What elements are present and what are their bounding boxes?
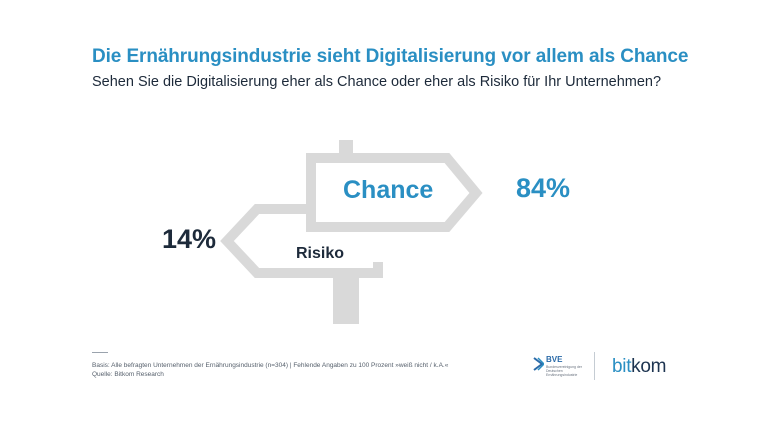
footnote-basis: Basis: Alle befragten Unternehmen der Er… [92,362,449,369]
chance-percentage: 84% [516,173,571,203]
signpost-cap [339,140,353,156]
bitkom-logo: bitkom [612,356,666,378]
bve-logo-icon [533,357,544,371]
logo-separator [594,352,595,380]
chance-arrow-sign [306,153,483,232]
footnote-divider [92,352,108,353]
chart-subtitle: Sehen Sie die Digitalisierung eher als C… [92,74,662,90]
bitkom-logo-part2: kom [631,356,667,377]
bve-name: BVE [546,355,563,364]
risk-percentage: 14% [162,224,217,254]
chart-card [85,38,678,378]
risk-label: Risiko [296,245,345,262]
chart-title: Die Ernährungsindustrie sieht Digitalisi… [92,46,689,67]
bve-subtitle: Bundesvereinigung der Deutschen Ernährun… [546,365,582,377]
bitkom-logo-part1: bit [612,356,632,377]
chance-label: Chance [343,176,434,204]
footnote-source: Quelle: Bitkom Research [92,371,164,378]
signpost-pole [333,278,359,324]
bve-logo: BVE Bundesvereinigung der Deutschen Ernä… [532,355,592,377]
risk-arrow-sign [220,204,383,278]
